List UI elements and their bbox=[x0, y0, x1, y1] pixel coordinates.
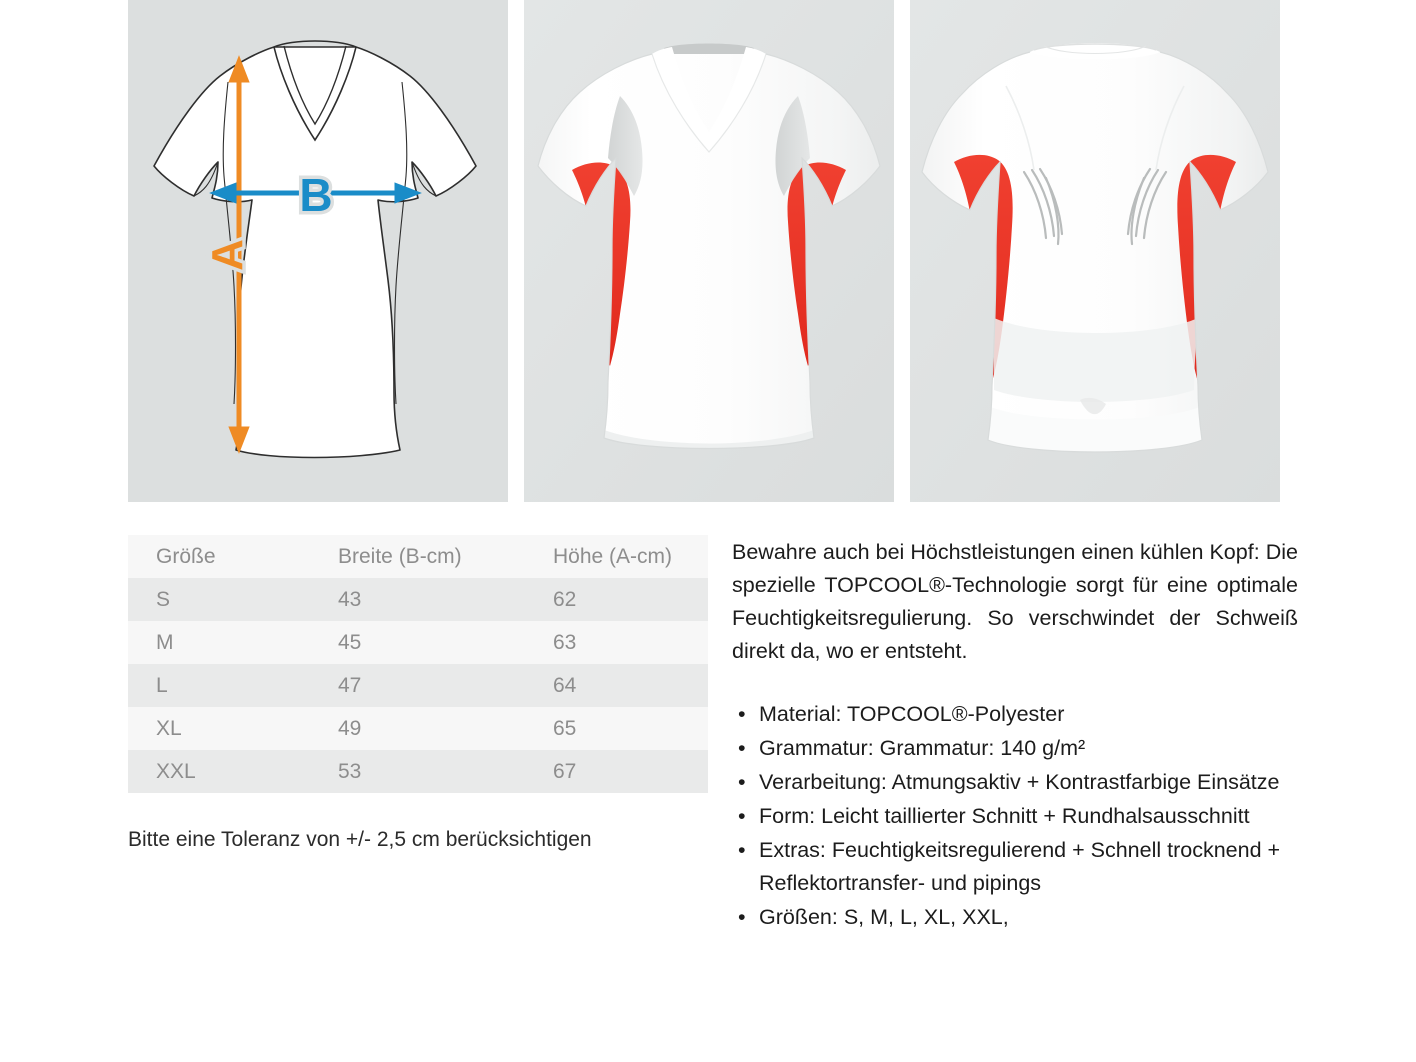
table-row: M 45 63 bbox=[128, 621, 708, 664]
product-image-gallery: B A bbox=[128, 0, 1290, 502]
cell-size: XXL bbox=[156, 760, 196, 783]
reflector-print bbox=[1022, 167, 1064, 246]
cell-size: S bbox=[156, 588, 171, 611]
label-b: B bbox=[296, 166, 336, 225]
cell-height: 67 bbox=[553, 760, 577, 783]
product-image-technical-drawing[interactable]: B A bbox=[128, 0, 508, 502]
tolerance-note: Bitte eine Toleranz von +/- 2,5 cm berüc… bbox=[128, 828, 592, 851]
description-intro-paragraph: Bewahre auch bei Höchstleistungen einen … bbox=[732, 540, 1298, 663]
table-row: L 47 64 bbox=[128, 664, 708, 707]
list-item-label: Form: Leicht taillierter Schnitt + Rundh… bbox=[759, 804, 1250, 828]
list-item-label: Extras: Feuchtigkeitsregulierend + Schne… bbox=[759, 838, 1281, 895]
cell-size: L bbox=[156, 674, 168, 697]
cell-height: 62 bbox=[553, 588, 577, 611]
bullet-icon: • bbox=[738, 770, 746, 794]
label-a: A bbox=[200, 236, 256, 275]
product-spec-list: • Material: TOPCOOL®-Polyester • Grammat… bbox=[732, 698, 1298, 934]
cell-size: M bbox=[156, 631, 174, 654]
cell-height: 65 bbox=[553, 717, 577, 740]
cell-size: XL bbox=[156, 717, 182, 740]
cell-width: 49 bbox=[338, 717, 362, 740]
svg-text:B: B bbox=[299, 169, 332, 221]
cell-height: 64 bbox=[553, 674, 577, 697]
list-item: • Grammatur: Grammatur: 140 g/m² bbox=[732, 732, 1298, 765]
cell-height: 63 bbox=[553, 631, 577, 654]
table-header-row: Größe Breite (B-cm) Höhe (A-cm) bbox=[128, 535, 708, 578]
product-image-back-view[interactable] bbox=[910, 0, 1280, 502]
list-item: • Material: TOPCOOL®-Polyester bbox=[732, 698, 1298, 731]
cell-width: 47 bbox=[338, 674, 362, 697]
bullet-icon: • bbox=[738, 905, 746, 929]
product-image-front-view[interactable] bbox=[524, 0, 894, 502]
cell-width: 45 bbox=[338, 631, 362, 654]
cell-width: 43 bbox=[338, 588, 362, 611]
column-header-height: Höhe (A-cm) bbox=[553, 545, 673, 568]
list-item: • Verarbeitung: Atmungsaktiv + Kontrastf… bbox=[732, 766, 1298, 799]
column-header-size: Größe bbox=[156, 545, 216, 568]
table-row: XL 49 65 bbox=[128, 707, 708, 750]
table-row: XXL 53 67 bbox=[128, 750, 708, 793]
column-header-width: Breite (B-cm) bbox=[338, 545, 462, 568]
bullet-icon: • bbox=[738, 736, 746, 760]
list-item-label: Material: TOPCOOL®-Polyester bbox=[759, 702, 1065, 726]
list-item: • Form: Leicht taillierter Schnitt + Run… bbox=[732, 800, 1298, 833]
bullet-icon: • bbox=[738, 838, 746, 862]
shirt-front-photo-svg bbox=[524, 0, 894, 502]
table-row: S 43 62 bbox=[128, 578, 708, 621]
shirt-back-photo-svg bbox=[910, 0, 1280, 502]
list-item-label: Grammatur: Grammatur: 140 g/m² bbox=[759, 736, 1086, 760]
list-item-label: Verarbeitung: Atmungsaktiv + Kontrastfar… bbox=[759, 770, 1280, 794]
cell-width: 53 bbox=[338, 760, 362, 783]
list-item: • Größen: S, M, L, XL, XXL, bbox=[732, 901, 1298, 934]
height-measurement-arrow bbox=[228, 55, 250, 454]
reflector-print-right bbox=[1126, 167, 1168, 246]
svg-text:A: A bbox=[203, 239, 252, 271]
technical-drawing-svg: B A bbox=[128, 0, 508, 502]
product-description-column: Bewahre auch bei Höchstleistungen einen … bbox=[732, 536, 1298, 935]
list-item: • Extras: Feuchtigkeitsregulierend + Sch… bbox=[732, 834, 1298, 900]
bullet-icon: • bbox=[738, 804, 746, 828]
bullet-icon: • bbox=[738, 702, 746, 726]
size-chart-table: Größe Breite (B-cm) Höhe (A-cm) S 43 62 … bbox=[128, 535, 708, 793]
width-measurement-arrow bbox=[209, 182, 422, 204]
list-item-label: Größen: S, M, L, XL, XXL, bbox=[759, 905, 1009, 929]
